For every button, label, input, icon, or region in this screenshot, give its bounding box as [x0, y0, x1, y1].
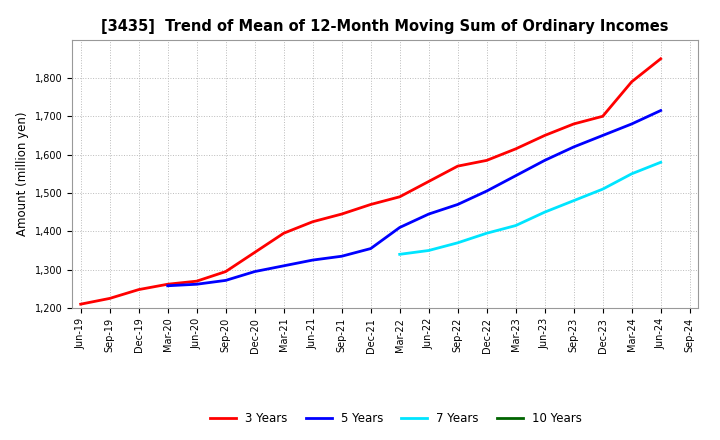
- Y-axis label: Amount (million yen): Amount (million yen): [16, 112, 29, 236]
- Legend: 3 Years, 5 Years, 7 Years, 10 Years: 3 Years, 5 Years, 7 Years, 10 Years: [205, 407, 587, 430]
- Title: [3435]  Trend of Mean of 12-Month Moving Sum of Ordinary Incomes: [3435] Trend of Mean of 12-Month Moving …: [102, 19, 669, 34]
